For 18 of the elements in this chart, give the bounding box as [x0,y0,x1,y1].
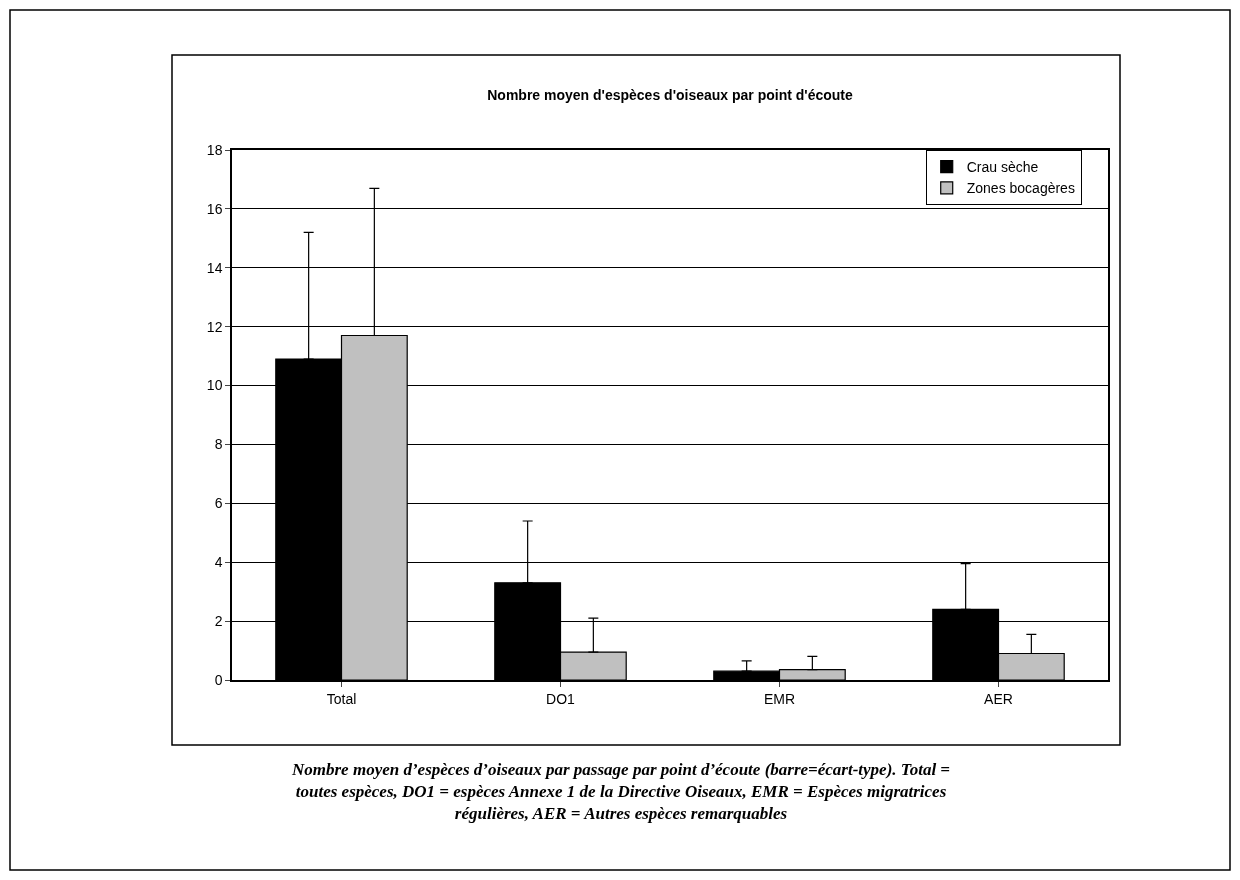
x-tick-label: DO1 [546,690,576,707]
text: Nombre moyen d’espèces d’oiseaux par passage par point d’écoute (barre=écart-type). Total = toutes espèces, DO1 = espèces Annexe 1 de la Directive Oiseaux, EMR = Espèces migratrices régulières, AER = Autres espèces remarquables [291,760,951,824]
y-tick-label: 16 [206,200,223,217]
legend-label: Crau sèche [966,159,1039,176]
y-tick-label: 0 [214,671,223,688]
y-tick-label: 12 [206,318,223,335]
y-tick-label: 14 [206,259,223,276]
legend-label: Zones bocagères [966,180,1075,197]
y-tick-label: 4 [214,554,223,571]
y-tick-label: 10 [206,377,223,394]
x-tick-label: EMR [763,690,796,707]
y-tick-label: 18 [206,141,223,158]
chart-title: Nombre moyen d'espèces d'oiseaux par point d'écoute [487,86,853,103]
y-tick-label: 2 [214,613,223,630]
y-tick-label: 8 [214,436,223,453]
x-tick-label: Total [326,690,357,707]
x-tick-label: AER [984,690,1013,707]
y-tick-label: 6 [214,495,223,512]
